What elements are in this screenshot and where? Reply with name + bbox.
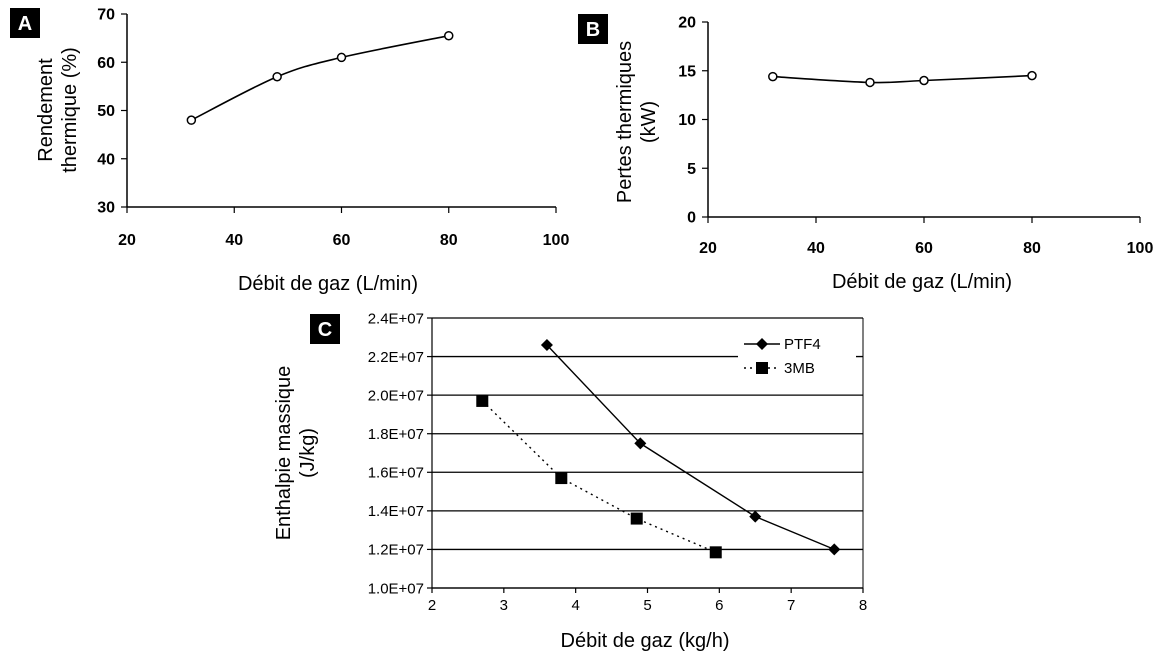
panel-a-series-line [190, 34, 449, 121]
panel-c-y-label-line1: Enthalpie massique [273, 366, 295, 541]
panel-a-y-ticks: 30 40 50 60 70 [97, 7, 127, 217]
b-x-tick-label: 100 [1127, 240, 1154, 257]
b-x-tick-label: 60 [915, 240, 933, 257]
panel-a-x-label: Débit de gaz (L/min) [238, 273, 418, 295]
panel-b-y-label-line1: Pertes thermiques [614, 41, 636, 203]
a-x-tick-label: 80 [440, 232, 458, 249]
panel-b-point [919, 75, 929, 86]
panel-a-label: A [18, 13, 32, 35]
panel-a-y-label-line2: thermique (%) [59, 47, 81, 173]
panel-b-badge [578, 14, 608, 44]
panel-b-point [865, 77, 875, 88]
c-y-tick-label: 1.4E+07 [368, 503, 424, 520]
panel-c-legend: PTF4 3MB [738, 324, 856, 382]
panel-b-series-line [772, 74, 1033, 84]
panel-c-series-ptf4-line [546, 344, 835, 551]
panel-c-y-label-line2: (J/kg) [297, 428, 319, 478]
a-y-tick-label: 40 [97, 151, 115, 168]
a-y-tick-label: 60 [97, 55, 115, 72]
panel-b-y-label-line2: (kW) [638, 101, 660, 143]
legend-3mb-label: 3MB [784, 360, 815, 377]
b-x-tick-label: 80 [1023, 240, 1041, 257]
c-y-tick-label: 1.8E+07 [368, 426, 424, 443]
c-x-tick-label: 5 [643, 597, 651, 614]
c-x-tick-label: 8 [859, 597, 867, 614]
panel-c-badge [310, 314, 340, 344]
a-x-tick-label: 40 [225, 232, 243, 249]
c-y-tick-label: 2.2E+07 [368, 349, 424, 366]
c-x-tick-label: 6 [715, 597, 723, 614]
panel-c-x-label: Débit de gaz (kg/h) [561, 630, 730, 652]
b-y-tick-label: 0 [687, 210, 696, 227]
panel-a-point [336, 52, 347, 63]
panel-c-y-ticks: 1.0E+07 1.2E+07 1.4E+07 1.6E+07 1.8E+07 2.0E+… [368, 310, 432, 597]
panel-a-point [444, 30, 454, 41]
panel-b-label: B [586, 19, 600, 41]
panel-b-point [1027, 70, 1037, 81]
c-y-tick-label: 1.6E+07 [368, 465, 424, 482]
panel-b-y-label: Pertes thermiques (kW) [614, 41, 660, 203]
a-y-tick-label: 30 [97, 200, 115, 217]
a-x-tick-label: 100 [543, 232, 570, 249]
panel-c-y-label: Enthalpie massique (J/kg) [273, 366, 319, 541]
c-x-tick-label: 3 [500, 597, 508, 614]
panel-a-y-label-line1: Rendement [35, 58, 57, 162]
panel-c-ptf4-point [749, 510, 762, 523]
panel-c-ptf4-point [634, 437, 647, 450]
panel-b-y-ticks: 0 5 10 15 20 [678, 15, 708, 227]
panel-c-3mb-point [630, 512, 643, 525]
panel-c-label: C [318, 319, 332, 341]
panel-c-ptf4-point [540, 339, 553, 351]
panel-b-x-label: Débit de gaz (L/min) [832, 271, 1012, 293]
c-x-tick-label: 7 [787, 597, 795, 614]
b-y-tick-label: 20 [678, 15, 696, 32]
c-y-tick-label: 2.0E+07 [368, 387, 424, 404]
a-x-tick-label: 20 [118, 232, 136, 249]
b-x-tick-label: 20 [699, 240, 717, 257]
panel-c-ptf4-point [828, 543, 841, 556]
panel-c-series-3mb-points [476, 394, 722, 559]
legend-ptf4-diamond [756, 338, 768, 350]
c-y-tick-label: 1.0E+07 [368, 580, 424, 597]
panel-b-point [768, 71, 778, 82]
panel-c-series-3mb-line [481, 400, 716, 553]
c-y-tick-label: 2.4E+07 [368, 310, 424, 327]
a-y-tick-label: 70 [97, 7, 115, 24]
panel-a-point [272, 71, 282, 82]
c-x-tick-label: 4 [571, 597, 579, 614]
panel-a-point [186, 115, 197, 125]
b-y-tick-label: 10 [678, 112, 696, 129]
panel-c-x-ticks: 2 3 4 5 6 7 8 [428, 588, 867, 614]
panel-c-3mb-point [476, 394, 489, 407]
legend-ptf4-label: PTF4 [784, 336, 821, 353]
c-y-tick-label: 1.2E+07 [368, 542, 424, 559]
b-x-tick-label: 40 [807, 240, 825, 257]
panel-a-badge [10, 8, 40, 38]
panel-a: A 20 40 60 80 100 30 40 50 60 70 Débit de gaz (L… [10, 7, 569, 295]
c-x-tick-label: 2 [428, 597, 436, 614]
legend-3mb-square [756, 362, 768, 374]
panel-a-points [186, 30, 454, 125]
panel-b: B 20 40 60 80 100 0 5 10 15 20 Débit de gaz (L/m… [578, 14, 1153, 293]
panel-c-3mb-point [555, 472, 568, 485]
panel-a-x-ticks: 20 40 60 80 100 [118, 207, 569, 249]
panel-b-x-ticks: 20 40 60 80 100 [699, 217, 1153, 257]
panel-a-y-label: Rendement thermique (%) [35, 47, 81, 173]
a-x-tick-label: 60 [333, 232, 351, 249]
panel-b-points [768, 70, 1037, 88]
b-y-tick-label: 5 [687, 161, 696, 178]
b-y-tick-label: 15 [678, 63, 696, 80]
a-y-tick-label: 50 [97, 103, 115, 120]
panel-c-3mb-point [709, 546, 722, 559]
panel-c-series-ptf4-points [540, 339, 841, 556]
